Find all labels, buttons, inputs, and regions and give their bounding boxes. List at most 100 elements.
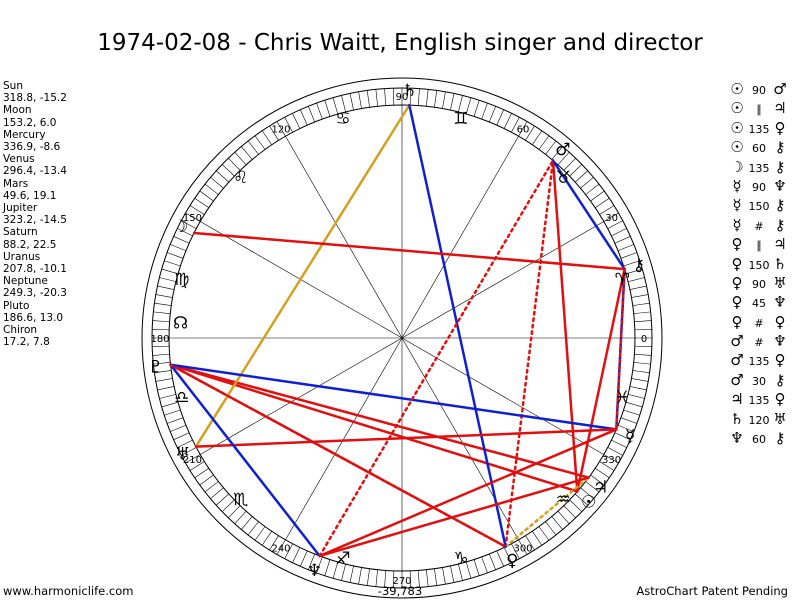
degree-tick xyxy=(617,244,634,251)
degree-tick xyxy=(159,394,176,399)
degree-tick xyxy=(181,220,197,229)
degree-tick xyxy=(525,535,535,551)
degree-tick xyxy=(269,125,279,141)
aspect-line xyxy=(194,428,618,448)
degree-tick xyxy=(153,311,171,314)
degree-tick xyxy=(450,565,455,583)
degree-tick xyxy=(607,220,623,229)
degree-tick xyxy=(594,468,610,479)
degree-tick xyxy=(292,113,301,129)
aspect-line xyxy=(169,363,618,431)
degree-tick xyxy=(204,183,219,195)
aspect-glyph: ☽ xyxy=(730,157,744,176)
degree-tick xyxy=(620,417,638,424)
degree-tick xyxy=(161,401,179,408)
degree-tick xyxy=(153,362,171,365)
degree-tick xyxy=(629,386,647,391)
degree-tick xyxy=(634,353,652,356)
aspect-line xyxy=(576,267,626,493)
degree-tick xyxy=(450,93,455,111)
planet-glyph-chiron: ⚷ xyxy=(633,256,645,276)
degree-tick xyxy=(185,454,201,464)
degree-tick xyxy=(551,516,563,530)
aspect-glyph: ♆ xyxy=(730,429,744,448)
degree-tick xyxy=(603,454,619,464)
degree-tick xyxy=(623,260,640,267)
aspect-glyph: ♆ xyxy=(773,293,787,312)
degree-tick xyxy=(628,394,645,399)
aspect-glyph: ♀ xyxy=(774,390,786,409)
planet-position-sun: 318.8, -15.2 xyxy=(3,92,67,105)
aspect-row: ♄ 120 ♅ xyxy=(727,410,789,429)
aspect-row: ☿ 150 ⚷ xyxy=(727,196,789,215)
degree-label: 330 xyxy=(602,455,621,466)
aspect-angle: # xyxy=(754,336,764,350)
planet-position-uranus: 207.8, -10.1 xyxy=(3,263,67,276)
degree-tick xyxy=(633,362,651,365)
degree-label: 300 xyxy=(513,544,532,555)
degree-tick xyxy=(349,565,354,583)
website-link[interactable]: www.harmoniclife.com xyxy=(3,584,134,598)
planet-glyph-neptune: ♆ xyxy=(307,561,322,581)
aspect-lines xyxy=(169,103,626,558)
degree-label: 180 xyxy=(150,334,169,345)
degree-tick xyxy=(489,553,496,570)
degree-tick xyxy=(629,285,647,290)
degree-tick xyxy=(154,302,172,306)
aspect-angle: ∥ xyxy=(756,239,762,253)
degree-tick xyxy=(157,386,175,391)
aspect-glyph: ⚷ xyxy=(774,429,786,448)
degree-label: 210 xyxy=(183,455,202,466)
degree-tick xyxy=(617,425,634,432)
aspect-glyph: ♀ xyxy=(774,312,786,331)
planet-name-sun: Sun xyxy=(3,80,23,92)
degree-tick xyxy=(177,439,193,448)
degree-tick xyxy=(170,425,187,432)
aspect-glyph: ♂ xyxy=(730,351,744,370)
planet-position-pluto: 186.6, 13.0 xyxy=(3,311,64,324)
aspect-glyph: ⚷ xyxy=(774,138,786,157)
sign-spoke xyxy=(401,221,604,339)
zodiac-sign-glyph: ♓ xyxy=(615,388,630,408)
degree-label: 60 xyxy=(517,124,530,135)
sign-spoke xyxy=(401,337,519,540)
degree-tick xyxy=(366,90,370,108)
degree-tick xyxy=(241,146,253,160)
degree-tick xyxy=(341,564,346,581)
degree-tick xyxy=(557,152,570,166)
degree-tick xyxy=(599,205,615,215)
degree-tick xyxy=(473,559,480,576)
degree-tick xyxy=(392,570,395,588)
degree-tick xyxy=(152,345,170,348)
zodiac-sign-glyph: ♐ xyxy=(335,549,350,569)
aspect-glyph: ☉ xyxy=(730,138,744,157)
degree-tick xyxy=(276,121,286,137)
planet-name-pluto: Pluto xyxy=(3,299,30,312)
planet-position-mercury: 336.9, -8.6 xyxy=(3,141,61,154)
degree-tick xyxy=(623,409,640,416)
aspect-glyph: ☉ xyxy=(730,118,744,137)
aspect-angle: 135 xyxy=(748,394,770,408)
degree-tick xyxy=(511,543,520,559)
degree-tick xyxy=(409,88,412,106)
degree-tick xyxy=(607,447,623,456)
degree-tick xyxy=(442,91,446,109)
degree-tick xyxy=(569,164,583,177)
aspect-row: ☿ # ⚷ xyxy=(727,216,789,235)
degree-tick xyxy=(525,125,535,141)
degree-tick xyxy=(625,268,643,275)
degree-tick xyxy=(189,205,205,215)
degree-tick xyxy=(590,474,605,486)
degree-tick xyxy=(358,567,362,585)
degree-tick xyxy=(177,228,193,237)
zodiac-sign-glyph: ♒ xyxy=(556,490,571,510)
aspect-glyph: ♆ xyxy=(773,332,787,351)
degree-label: 0 xyxy=(641,334,647,345)
aspect-row: ☉ ∥ ♃ xyxy=(727,99,789,118)
aspect-row: ♂ # ♆ xyxy=(727,332,789,351)
degree-tick xyxy=(518,121,528,137)
degree-tick xyxy=(632,302,650,306)
degree-tick xyxy=(210,177,224,189)
sign-spokes xyxy=(169,105,635,571)
degree-tick xyxy=(261,530,272,546)
